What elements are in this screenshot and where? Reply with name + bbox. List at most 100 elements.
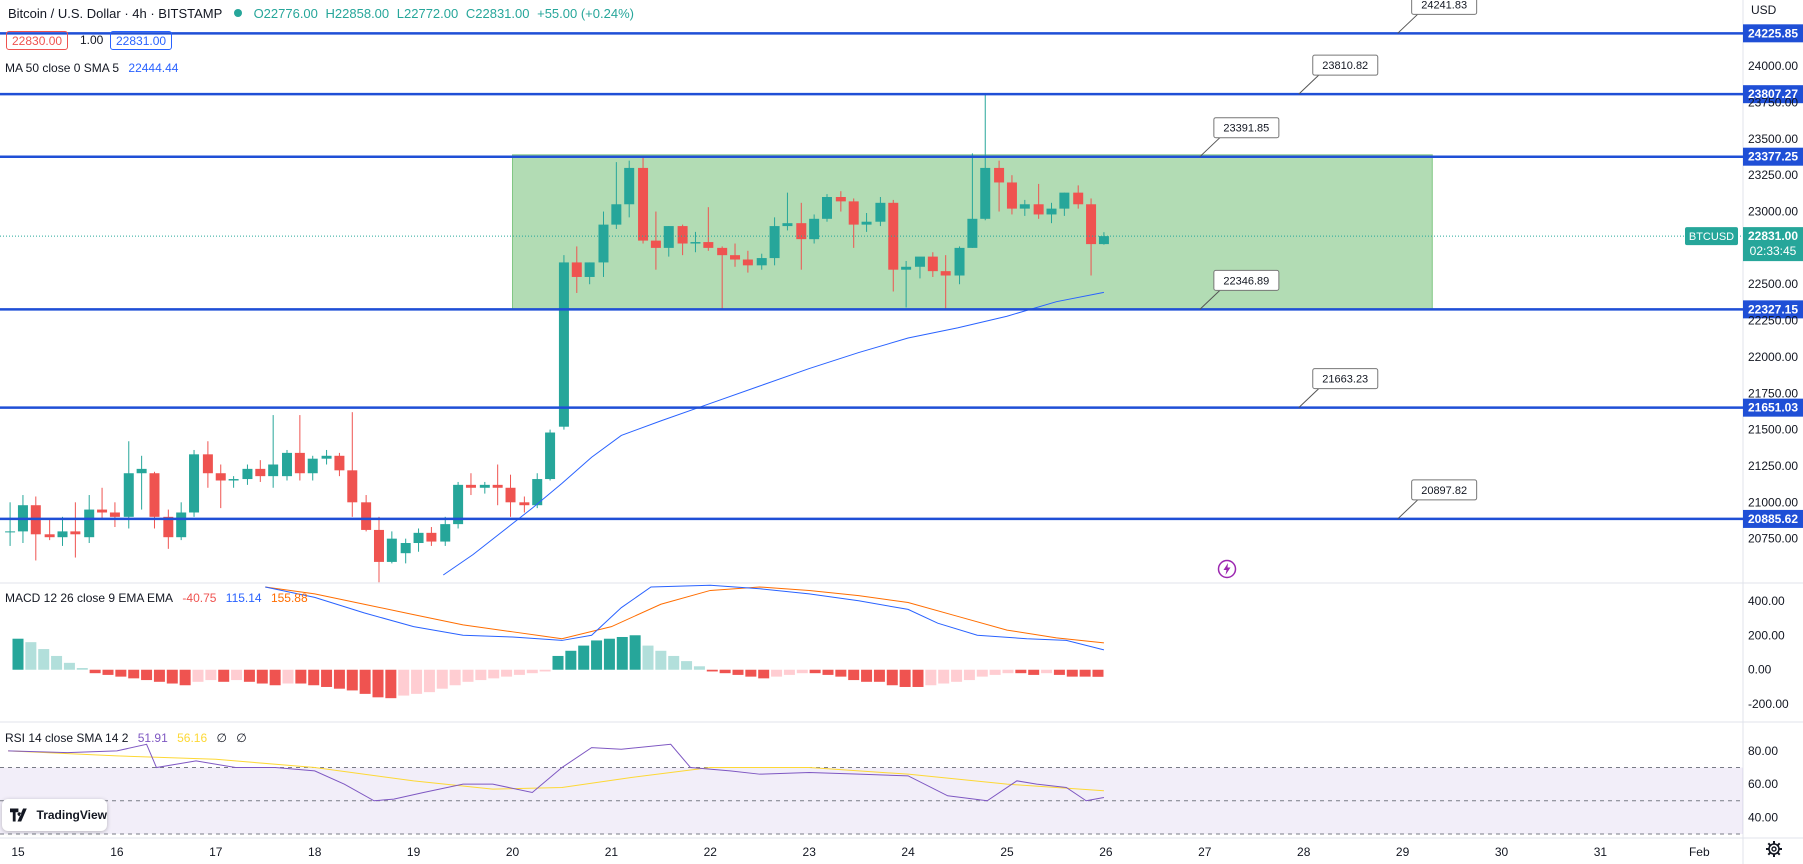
candle-body: [426, 532, 437, 542]
macd-histogram-bar: [76, 668, 88, 670]
macd-histogram-bar: [475, 669, 487, 681]
macd-indicator-label[interactable]: MACD 12 26 close 9 EMA EMA -40.75 115.14…: [5, 591, 314, 605]
bar-countdown: 02:33:45: [1750, 244, 1797, 258]
level-axis-label-bg: [1743, 398, 1803, 417]
candle-body: [967, 218, 978, 248]
macd-histogram-bar: [295, 669, 307, 684]
macd-histogram-bar: [256, 669, 268, 684]
ohlc-open: O22776.00: [253, 6, 318, 21]
macd-histogram-bar: [578, 645, 590, 670]
candle: [136, 455, 147, 510]
chart-header: Bitcoin / U.S. Dollar · 4h · BITSTAMP O2…: [8, 6, 638, 21]
candle-body: [861, 221, 872, 225]
macd-histogram-bar: [488, 669, 500, 679]
candle: [967, 153, 978, 248]
ma-line: [442, 291, 1105, 576]
level-axis-label: 20885.62: [1748, 512, 1798, 526]
candle-body: [136, 468, 147, 474]
level-axis-label: 24225.85: [1748, 26, 1798, 40]
macd-histogram-bar: [1066, 669, 1078, 677]
ask-price-button[interactable]: 22831.00: [110, 31, 173, 50]
candle: [927, 252, 938, 277]
time-axis-tick: 24: [901, 845, 915, 859]
macd-histogram-bar: [25, 642, 37, 670]
tradingview-logo[interactable]: TradingView: [2, 799, 107, 831]
tradingview-logo-icon: [10, 808, 27, 822]
macd-histogram-bar: [989, 669, 1001, 675]
macd-histogram-bar: [668, 655, 680, 670]
macd-histogram-bar: [783, 669, 795, 675]
settings-gear-icon[interactable]: [1765, 840, 1783, 858]
candle: [1098, 232, 1109, 245]
time-axis-tick: 19: [407, 845, 421, 859]
candles: [5, 93, 1109, 583]
macd-histogram-bar: [938, 669, 950, 684]
candle-body: [294, 452, 305, 474]
candle: [505, 474, 516, 517]
macd-name: MACD 12 26 close 9 EMA EMA: [5, 591, 174, 605]
macd-histogram-bar: [385, 669, 397, 699]
macd-histogram-bar: [102, 669, 114, 675]
rsi-axis-tick: 80.00: [1748, 744, 1778, 758]
candle: [1006, 175, 1017, 215]
candle: [835, 191, 846, 212]
candle-body: [373, 529, 384, 562]
candle: [730, 243, 741, 267]
candle: [914, 256, 925, 279]
macd-histogram-bar: [321, 669, 333, 687]
bid-price-button[interactable]: 22830.00: [6, 31, 69, 50]
candle-body: [742, 259, 753, 266]
candle: [994, 160, 1005, 212]
macd-histogram-bar: [115, 669, 127, 677]
price-callout-box: [1213, 269, 1280, 291]
price-axis-tick: 24000.00: [1748, 59, 1798, 73]
macd-histogram-bar: [372, 669, 384, 698]
macd-histogram-bar: [423, 669, 435, 693]
price-callout-text: 22346.89: [1223, 275, 1269, 287]
price-callout-text: 24241.83: [1421, 0, 1467, 11]
price-axis-tick: 22250.00: [1748, 314, 1798, 328]
price-callout-box: [1213, 117, 1280, 139]
candle-body: [756, 258, 767, 266]
rsi-value: 51.91: [137, 731, 168, 745]
macd-histogram-bar: [1053, 669, 1065, 675]
candle-body: [532, 479, 543, 506]
macd-histogram-bar: [886, 669, 898, 686]
candle: [440, 516, 451, 546]
macd-histogram-bar: [12, 638, 24, 670]
macd-histogram-bar: [616, 636, 628, 670]
lightning-event-icon[interactable]: [1217, 559, 1237, 579]
candle-body: [109, 512, 120, 517]
macd-signal-line: [265, 586, 1104, 644]
symbol-title[interactable]: Bitcoin / U.S. Dollar · 4h · BITSTAMP: [8, 6, 223, 21]
rsi-indicator-label[interactable]: RSI 14 close SMA 14 2 51.91 56.16 ∅ ∅: [5, 731, 253, 745]
level-axis-label: 22327.15: [1748, 302, 1798, 316]
candle-body: [386, 538, 397, 562]
macd-histogram-bar: [603, 638, 615, 670]
macd-histogram-bar: [513, 669, 525, 675]
candle: [650, 211, 661, 270]
candle-body: [57, 531, 68, 538]
candle-body: [638, 167, 649, 241]
macd-axis-tick: 0.00: [1748, 663, 1772, 677]
macd-histogram-bar: [655, 650, 667, 670]
macd-histogram-bar: [681, 661, 693, 670]
candle: [532, 473, 543, 509]
price-axis-tick: 21500.00: [1748, 423, 1798, 437]
macd-histogram-bar: [205, 669, 217, 681]
currency-label[interactable]: USD: [1751, 3, 1777, 17]
candle-body: [954, 247, 965, 276]
time-axis-tick: 18: [308, 845, 322, 859]
candle: [1059, 192, 1070, 216]
macd-histogram-bar: [1002, 669, 1014, 674]
macd-histogram-bar: [243, 669, 255, 682]
ma-name: MA 50 close 0 SMA 5: [5, 61, 120, 75]
macd-histogram-bar: [706, 669, 718, 672]
ma-indicator-label[interactable]: MA 50 close 0 SMA 5 22444.44: [5, 61, 184, 75]
candle: [465, 473, 476, 496]
rsi-line: [8, 743, 1105, 802]
macd-histogram-bar: [925, 669, 937, 686]
time-axis-tick: 25: [1000, 845, 1014, 859]
candle-body: [189, 454, 200, 513]
